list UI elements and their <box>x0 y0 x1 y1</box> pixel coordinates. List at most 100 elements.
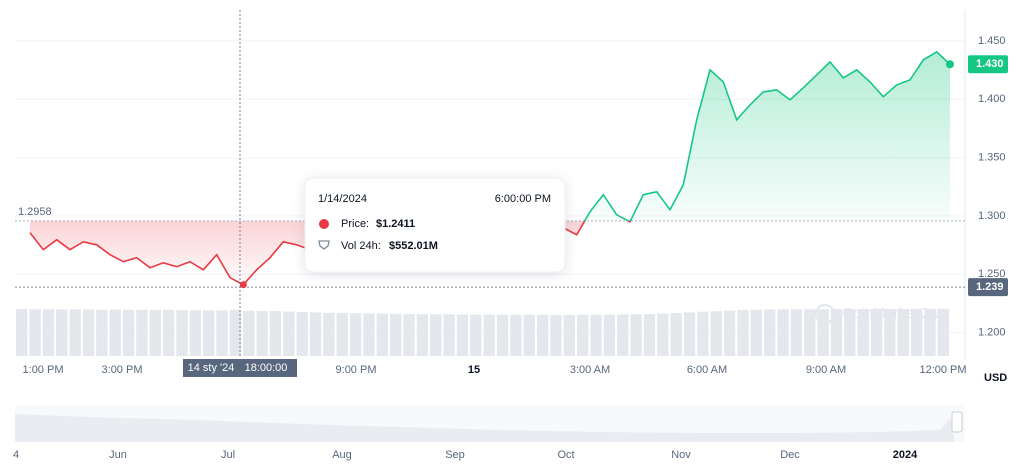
volume-bars <box>16 308 949 356</box>
volume-bar <box>697 311 709 356</box>
navigator-label: Sep <box>445 449 465 461</box>
watermark: CoinMarketCap <box>842 305 946 322</box>
volume-bar <box>443 314 455 356</box>
tooltip-volume: $552.01M <box>389 240 438 252</box>
tooltip-box <box>304 177 566 273</box>
price-area <box>30 51 950 285</box>
navigator-handle[interactable] <box>951 411 963 433</box>
navigator-label: 4 <box>13 449 19 461</box>
crosshair-point <box>239 281 247 289</box>
volume-bar <box>256 310 268 356</box>
x-tick-label: 12:00 PM <box>919 364 966 376</box>
volume-bar <box>643 314 656 356</box>
volume-bar <box>563 314 575 356</box>
y-tick-label: 1.400 <box>978 93 1006 105</box>
volume-bar <box>349 313 362 356</box>
volume-bar <box>817 309 829 356</box>
y-tick-label: 1.350 <box>978 152 1006 164</box>
volume-bar <box>390 313 402 356</box>
volume-bar <box>737 310 749 356</box>
volume-bar <box>109 309 121 356</box>
volume-bar <box>269 311 282 356</box>
volume-bar <box>96 309 108 356</box>
volume-bar <box>790 309 803 356</box>
volume-bar <box>937 308 949 356</box>
volume-bar <box>603 314 616 356</box>
volume-bar <box>723 310 736 356</box>
navigator: 4 Jun Jul Aug Sep Oct Nov Dec 2024 <box>13 405 965 461</box>
last-point <box>946 60 954 69</box>
navigator-label: Jun <box>109 449 127 461</box>
volume-bar <box>216 310 228 356</box>
volume-bar <box>336 313 348 356</box>
volume-bar <box>657 313 669 356</box>
watermark-logo <box>815 304 835 324</box>
volume-bar <box>670 313 682 356</box>
navigator-label: Nov <box>671 449 691 461</box>
y-tick-label: 1.200 <box>978 327 1006 339</box>
y-tick-label: 1.300 <box>978 210 1006 222</box>
volume-bar <box>42 309 55 356</box>
x-tick-label: 9:00 PM <box>336 364 377 376</box>
volume-bar <box>550 314 562 356</box>
last-price-label: 1.430 <box>976 58 1004 70</box>
tooltip-price: $1.2411 <box>376 218 415 230</box>
x-tick-label: 6:00 AM <box>687 364 727 376</box>
navigator-label: Oct <box>557 449 574 461</box>
x-tick-label: 3:00 PM <box>102 364 143 376</box>
volume-bar <box>16 309 28 356</box>
volume-bar <box>243 310 255 356</box>
crosshair-date: 14 sty '24 <box>188 362 235 374</box>
volume-bar <box>683 312 696 356</box>
tooltip-price-label: Price: <box>341 218 369 230</box>
baseline-label: 1.2958 <box>18 206 52 218</box>
volume-bar <box>189 310 201 356</box>
tooltip-price-dot <box>319 219 329 229</box>
volume-bar <box>416 314 429 356</box>
volume-bar <box>804 309 816 356</box>
volume-bar <box>296 311 308 356</box>
volume-bar <box>456 314 469 356</box>
volume-bar <box>376 313 388 356</box>
volume-bar <box>69 309 81 356</box>
volume-bar <box>617 314 629 356</box>
volume-bar <box>122 309 135 356</box>
x-tick-label: 3:00 AM <box>570 364 610 376</box>
volume-bar <box>323 312 335 356</box>
navigator-label: Jul <box>221 449 235 461</box>
volume-bar <box>857 309 869 356</box>
volume-bar <box>830 309 843 356</box>
volume-bar <box>910 308 923 356</box>
volume-bar <box>430 314 442 356</box>
tooltip-volume-icon <box>318 240 330 250</box>
volume-bar <box>897 308 909 356</box>
volume-bar <box>483 314 495 356</box>
crosshair-time: 18:00:00 <box>245 362 288 374</box>
volume-bar <box>844 309 856 356</box>
volume-bar <box>203 310 215 356</box>
volume-bar <box>764 309 776 356</box>
volume-bar <box>229 309 242 356</box>
navigator-label: 2024 <box>893 449 918 461</box>
tooltip: 1/14/2024 6:00:00 PM Price: $1.2411 Vol … <box>304 177 566 273</box>
y-tick-label: 1.250 <box>978 268 1006 280</box>
last-price-badge <box>968 55 1008 74</box>
volume-bar <box>82 309 95 356</box>
volume-bar <box>309 312 322 356</box>
volume-bar <box>777 309 789 356</box>
volume-bar <box>630 314 642 356</box>
x-tick-label: 1:00 PM <box>23 364 64 376</box>
x-tick-label: 9:00 AM <box>806 364 846 376</box>
tooltip-date: 1/14/2024 <box>318 193 367 205</box>
volume-bar <box>870 309 883 356</box>
volume-bar <box>363 313 375 356</box>
navigator-label: Dec <box>780 449 800 461</box>
x-tick-label: 15 <box>468 364 480 376</box>
current-price-label: 1.239 <box>976 281 1004 293</box>
volume-bar <box>590 314 602 356</box>
volume-bar <box>403 314 415 356</box>
volume-bar <box>176 310 188 356</box>
volume-bar <box>750 309 762 356</box>
volume-bar <box>496 314 509 356</box>
